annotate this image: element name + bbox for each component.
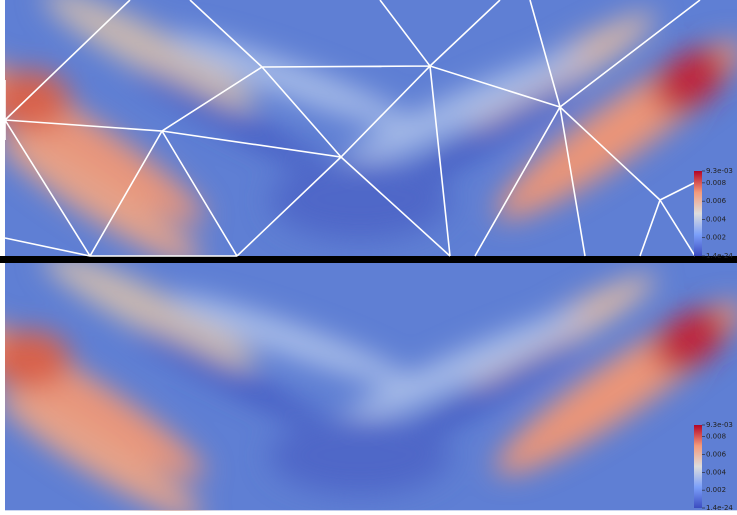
colorbar-tick-label: 0.004: [706, 215, 727, 223]
top-field: [0, 0, 737, 281]
colorbar-tick-label: 0.006: [706, 450, 727, 458]
mesh: [4, 0, 701, 257]
bottom-field: [0, 237, 737, 511]
colorbar-tick-label: 0.002: [706, 486, 726, 494]
colorbar-tick-label: 0.008: [706, 179, 726, 187]
colorbar-tick-label: 0.008: [706, 433, 726, 441]
separator: [0, 256, 737, 263]
colorbar-gradient: [694, 171, 702, 256]
colorbar: 9.3e-03 0.008 0.006 0.004 0.002 1.4e-24: [694, 167, 733, 260]
colorbar-tick-label: 9.3e-03: [706, 421, 733, 429]
colorbar: 9.3e-03 0.008 0.006 0.004 0.002 1.4e-24: [694, 421, 733, 512]
colorbar-tick-label: 0.006: [706, 197, 727, 205]
colorbar-tick-label: 0.002: [706, 234, 726, 242]
colorbar-tick-label: 0.004: [706, 468, 727, 476]
colorbar-tick-label: 1.4e-24: [706, 504, 733, 511]
colorbar-tick-label: 9.3e-03: [706, 167, 733, 175]
colorbar-gradient: [694, 425, 702, 508]
colorbar-tick-label: 1.4e-24: [706, 252, 733, 260]
